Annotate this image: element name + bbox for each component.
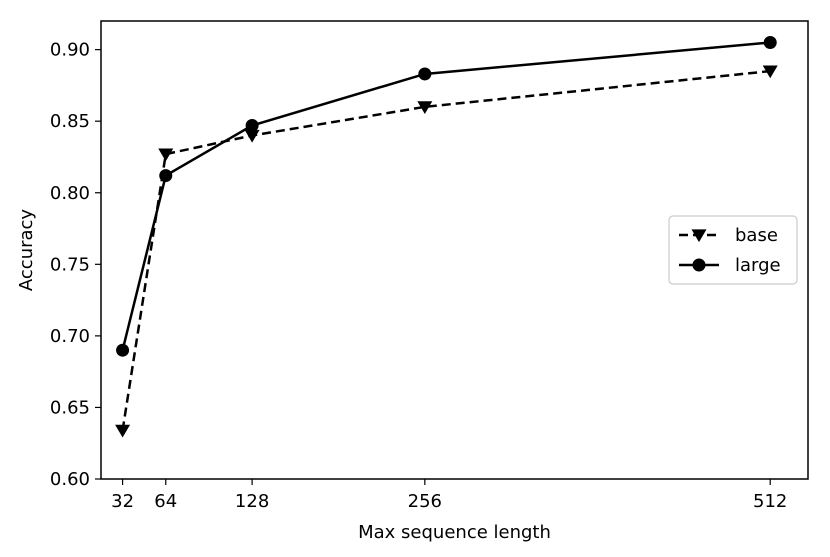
data-point-base <box>417 101 433 114</box>
data-point-large <box>418 67 432 81</box>
data-point-base <box>762 65 778 79</box>
y-tick-label: 0.75 <box>50 254 90 275</box>
legend-label: base <box>735 225 778 246</box>
legend-item-base: base <box>679 225 778 246</box>
x-tick-label: 64 <box>154 491 177 512</box>
y-tick-label: 0.70 <box>50 326 90 347</box>
data-point-large <box>763 35 777 49</box>
series-large <box>116 35 777 357</box>
legend-marker <box>691 229 707 243</box>
y-axis-label: Accuracy <box>16 209 37 292</box>
y-tick-label: 0.80 <box>50 183 90 204</box>
x-axis: 32 64 128 256 512 <box>111 479 787 512</box>
x-tick-label: 512 <box>753 491 787 512</box>
legend-marker <box>692 258 706 272</box>
y-tick-label: 0.60 <box>50 469 90 490</box>
data-point-base <box>158 148 174 162</box>
data-point-base <box>115 424 131 438</box>
x-tick-label: 32 <box>111 491 134 512</box>
x-tick-label: 128 <box>235 491 269 512</box>
y-tick-label: 0.85 <box>50 111 90 132</box>
data-point-large <box>116 343 130 357</box>
plot-area <box>115 35 778 438</box>
series-line-large <box>121 41 771 351</box>
data-point-large <box>159 169 173 183</box>
legend-label: large <box>735 255 781 276</box>
y-tick-label: 0.90 <box>50 40 90 61</box>
data-point-large <box>245 118 259 132</box>
y-axis: 0.60 0.65 0.70 0.75 0.80 0.85 0.90 <box>50 40 101 490</box>
series-base <box>115 65 778 438</box>
axes-frame <box>100 20 809 480</box>
y-tick-label: 0.65 <box>50 397 90 418</box>
legend: base large <box>668 215 798 285</box>
x-tick-label: 256 <box>408 491 442 512</box>
data-point-base <box>244 129 260 143</box>
legend-item-large: large <box>679 255 781 276</box>
x-axis-label: Max sequence length <box>358 522 551 543</box>
